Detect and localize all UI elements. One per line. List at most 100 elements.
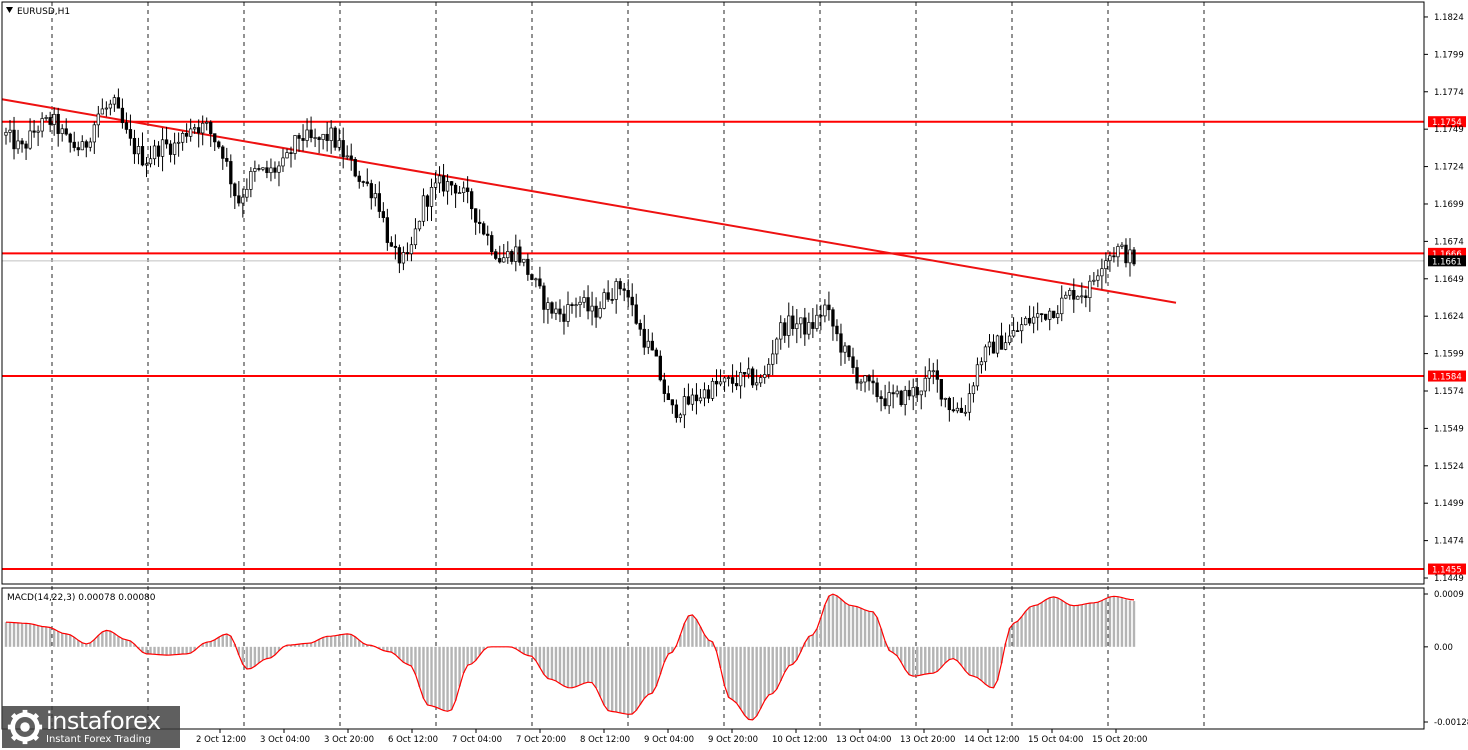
candle-body bbox=[562, 313, 566, 322]
macd-histogram-bar bbox=[1120, 597, 1124, 647]
macd-histogram-bar bbox=[1088, 603, 1092, 647]
time-tick-label: 8 Oct 12:00 bbox=[580, 735, 630, 745]
candle-body bbox=[413, 228, 418, 246]
macd-histogram-bar bbox=[81, 642, 84, 647]
candle-body bbox=[538, 278, 542, 287]
candle-body bbox=[951, 409, 956, 412]
macd-histogram-bar bbox=[883, 641, 887, 647]
candle-body bbox=[56, 113, 60, 134]
macd-histogram-bar bbox=[570, 646, 574, 688]
macd-histogram-bar bbox=[301, 643, 305, 647]
macd-histogram-bar bbox=[542, 646, 546, 675]
macd-histogram-bar bbox=[1056, 597, 1059, 647]
candle-body bbox=[594, 305, 598, 318]
macd-histogram-bar bbox=[321, 637, 325, 647]
candle-body bbox=[722, 377, 727, 383]
candle-body bbox=[337, 140, 341, 148]
macd-histogram-bar bbox=[350, 634, 353, 647]
macd-histogram-bar bbox=[984, 646, 987, 685]
macd-histogram-bar bbox=[390, 646, 393, 653]
macd-histogram-bar bbox=[133, 644, 136, 647]
candle-body bbox=[176, 141, 181, 144]
candle-body bbox=[887, 392, 891, 407]
candle-body bbox=[429, 187, 434, 207]
macd-histogram-bar bbox=[582, 646, 586, 684]
macd-histogram-bar bbox=[779, 646, 782, 681]
macd-histogram-bar bbox=[69, 634, 72, 647]
candle-body bbox=[152, 145, 157, 160]
macd-histogram-bar bbox=[193, 646, 196, 651]
macd-histogram-bar bbox=[1100, 600, 1104, 647]
macd-histogram-bar bbox=[313, 641, 317, 647]
macd-panel bbox=[4, 593, 1136, 721]
candle-body bbox=[1092, 279, 1096, 282]
candle-body bbox=[60, 128, 64, 134]
macd-histogram-bar bbox=[731, 646, 734, 700]
candle-body bbox=[421, 195, 426, 222]
candle-body bbox=[201, 122, 205, 134]
candle-body bbox=[48, 117, 52, 125]
macd-histogram-bar bbox=[333, 635, 337, 647]
level-badge-label: 1.1455 bbox=[1432, 566, 1462, 576]
candle-body bbox=[550, 302, 554, 314]
macd-histogram-bar bbox=[851, 605, 855, 647]
macd-histogram-bar bbox=[325, 636, 329, 647]
macd-histogram-bar bbox=[964, 646, 967, 671]
macd-histogram-bar bbox=[1016, 621, 1019, 647]
candle-body bbox=[24, 143, 28, 149]
macd-histogram-bar bbox=[406, 646, 409, 665]
candle-body bbox=[1052, 310, 1056, 318]
macd-histogram-bar bbox=[189, 646, 192, 654]
candle-body bbox=[1003, 342, 1008, 350]
macd-histogram-bar bbox=[924, 646, 927, 675]
macd-tick-label: 0.00 bbox=[1434, 643, 1453, 653]
macd-histogram-bar bbox=[277, 646, 281, 651]
candle-body bbox=[1104, 260, 1108, 270]
macd-histogram-bar bbox=[1020, 616, 1023, 647]
candle-body bbox=[1120, 244, 1124, 247]
macd-histogram-bar bbox=[763, 646, 766, 701]
macd-histogram-bar bbox=[341, 634, 345, 647]
gear-logo-icon bbox=[7, 709, 43, 745]
macd-histogram-bar bbox=[378, 646, 381, 649]
macd-histogram-bar bbox=[1116, 596, 1120, 647]
candle-body bbox=[486, 233, 490, 236]
candle-body bbox=[578, 301, 582, 306]
candle-body bbox=[779, 322, 783, 340]
level-badge-label: 1.1754 bbox=[1432, 118, 1462, 128]
macd-histogram-bar bbox=[317, 639, 321, 647]
candle-body bbox=[622, 288, 626, 291]
macd-histogram-bar bbox=[89, 642, 92, 647]
macd-histogram-bar bbox=[354, 636, 357, 647]
price-tick-label: 1.1449 bbox=[1434, 574, 1464, 584]
candle-body bbox=[1027, 317, 1032, 324]
candle-body bbox=[478, 221, 482, 224]
macd-histogram-bar bbox=[835, 595, 839, 647]
macd-histogram-bar bbox=[466, 646, 469, 666]
macd-histogram-bar bbox=[382, 646, 385, 651]
candle-body bbox=[606, 292, 610, 300]
macd-histogram-bar bbox=[346, 633, 349, 647]
macd-histogram-bar bbox=[32, 624, 36, 647]
price-tick-label: 1.1699 bbox=[1434, 200, 1464, 210]
macd-histogram-bar bbox=[867, 611, 871, 647]
macd-histogram-bar bbox=[386, 646, 389, 652]
candle-body bbox=[8, 129, 12, 133]
price-tick-label: 1.1774 bbox=[1434, 88, 1464, 98]
macd-histogram-bar bbox=[703, 634, 706, 647]
candle-body bbox=[863, 375, 867, 383]
macd-histogram-bar bbox=[614, 646, 618, 713]
macd-histogram-bar bbox=[972, 646, 975, 677]
price-tick-label: 1.1674 bbox=[1434, 237, 1464, 247]
candle-body bbox=[963, 411, 968, 414]
macd-histogram-bar bbox=[1108, 596, 1112, 647]
macd-histogram-bar bbox=[526, 646, 530, 656]
macd-histogram-bar bbox=[606, 646, 610, 711]
macd-histogram-bar bbox=[699, 626, 702, 647]
macd-histogram-bar bbox=[538, 646, 542, 668]
macd-histogram-bar bbox=[1008, 628, 1011, 647]
macd-histogram-bar bbox=[1024, 611, 1027, 647]
candle-body bbox=[357, 175, 361, 182]
candle-body bbox=[811, 322, 815, 329]
macd-histogram-bar bbox=[916, 646, 919, 676]
